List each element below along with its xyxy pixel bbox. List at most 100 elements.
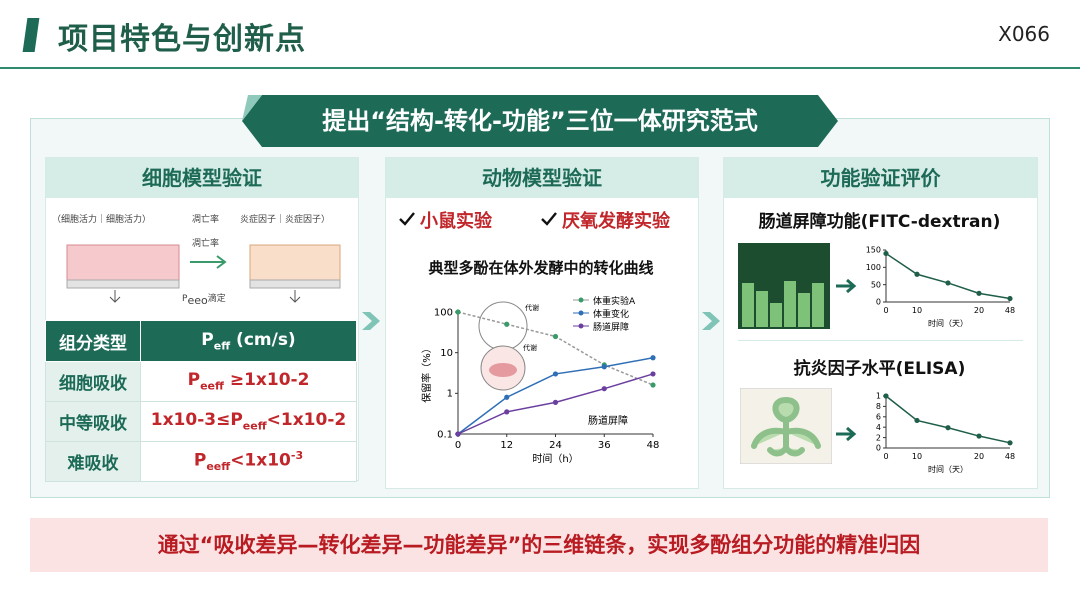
panel-title: 动物模型验证 [386,158,698,198]
cell-row-left [66,244,180,289]
data-point [504,409,510,415]
x-axis-label: 时间（天） [928,464,968,474]
data-point [945,280,951,286]
data-point [552,371,559,377]
y-tick-label: 50 [871,280,881,289]
x-axis-label: 时间（天） [928,318,968,328]
divider [738,340,1023,341]
text: <1x10 [230,451,291,472]
legend-marker [578,297,584,303]
arrow [836,426,857,442]
text: 中等吸收 [59,414,127,434]
x-tick-label: 0 [883,452,888,461]
barrier-chart: 0 50 100 150 0 10 20 48 时间（天） [866,246,1015,328]
x-tick-label: 20 [974,306,984,315]
inset-shape [489,363,517,377]
arrow [109,290,121,303]
membrane [249,279,341,289]
check-icon [541,212,557,226]
y-tick-label: 8 [876,402,881,411]
subtitle: 肠道屏障功能(FITC-dextran) [758,212,1001,232]
y-tick-label: 1 [876,392,881,401]
image-bar [784,281,796,327]
legend-label: 体重实验A [593,295,636,307]
legend-marker [578,310,584,316]
subscript: eeo [187,293,208,307]
figure-label: Peeo滴定 [182,291,226,307]
data-point [976,290,982,296]
banner-bg [242,95,838,147]
chevron [702,312,720,330]
text: P [193,451,207,472]
data-point [945,425,951,431]
legend-label: 体重变化 [593,308,629,320]
data-point [883,250,889,257]
check-label: 厌氧发酵实验 [562,211,670,232]
annotation: 代谢 [523,343,537,352]
table-cell: 细胞吸收 [45,361,141,402]
table-row: 细胞吸收 Peeff ≥1x10-2 [45,361,357,402]
y-tick-label: 100 [866,263,881,272]
banner-text: 提出“结构-转化-功能”三位一体研究范式 [322,107,758,135]
superscript: -3 [290,449,304,463]
table-cell: Peeff<1x10-3 [140,441,357,482]
text: 组分类型 [59,333,127,354]
text: 难吸收 [67,454,119,474]
x-axis-label: 时间（h） [532,452,578,465]
header-rule [0,67,1080,69]
data-point [650,371,656,377]
header-bar [22,18,40,52]
annotation: 肠道屏障 [588,414,628,427]
header-cell: 组分类型 [45,320,141,362]
arrow [190,255,227,269]
table-header: 组分类型 Peff (cm/s) [45,320,357,362]
table-row: 中等吸收 1x10-3≤Peeff<1x10-2 [45,401,357,442]
banner-shape [242,95,838,147]
membrane [66,279,180,289]
table-row: 难吸收 Peeff<1x10-3 [45,441,357,482]
data-point [650,382,656,388]
data-point [1007,295,1013,302]
header-cell: Peff (cm/s) [140,320,357,362]
text: 凋亡率 [192,239,220,249]
data-point [914,417,920,424]
subscript: eeff [206,460,231,474]
panel-title: 功能验证评价 [724,158,1037,198]
x-tick-label: 36 [598,440,611,451]
image-bar [798,293,810,327]
table-cell: 难吸收 [45,441,141,482]
figure-label: （细胞活力｜细胞活力） [52,212,151,225]
cell-layer [249,244,341,281]
elisa-image [740,388,832,464]
table-cell: 1x10-3≤Peeff<1x10-2 [140,401,357,442]
cell-row-right [249,244,341,289]
y-tick-label: 10 [440,348,453,359]
text: P [182,294,188,304]
x-tick-label: 20 [974,452,984,461]
text: 炎症因子｜炎症因子） [240,215,331,225]
inset-circle [478,301,528,351]
y-axis-label: 保留率（%） [420,343,433,403]
banner-corner [242,95,262,121]
series-line [885,252,1011,300]
legend-label: 肠道屏障 [593,321,629,333]
subtitle: 抗炎因子水平(ELISA) [793,359,966,379]
text: 1x10-3≤P [150,410,243,431]
data-point [504,321,510,327]
subscript: eeff [242,419,267,433]
absorption-table: 组分类型 Peff (cm/s) 细胞吸收 Peeff ≥1x10-2 中等吸收 1x10… [45,320,357,482]
chevron [362,312,380,330]
x-tick-label: 48 [1005,452,1015,461]
figure-label: 凋亡率 [192,212,219,225]
y-tick-label: 0 [876,444,881,453]
x-tick-label: 48 [1005,306,1015,315]
x-tick-label: 0 [455,440,461,451]
conversion-chart: 0.1 1 10 100 0 12 24 36 48 时间（h） 保留率（%） 体重实验A体重变化肠道… [413,288,688,484]
arrow-shape [836,426,857,442]
chevron-shape [702,312,720,330]
check-label: 小鼠实验 [420,211,492,232]
data-point [504,394,510,400]
text: (cm/s) [230,329,296,350]
